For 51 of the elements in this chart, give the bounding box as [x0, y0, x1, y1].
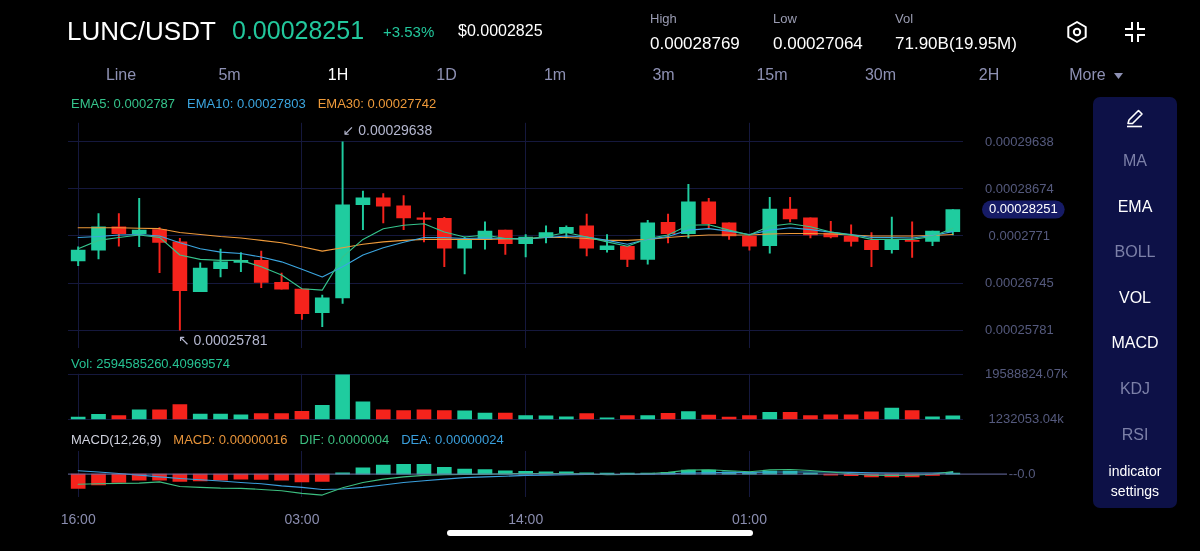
text: DEA: 0.00000024 [401, 432, 504, 447]
y-tick-label: 0.00025781 [985, 321, 1054, 337]
text: 1H [327, 66, 349, 84]
y-tick-label: 0.00029638 [985, 133, 1054, 149]
text: High [650, 11, 677, 26]
annotation: ↙ 0.00029638 [342, 121, 433, 138]
text: 2H [978, 66, 1000, 84]
text: Vol: 2594585260.40969574 [71, 356, 231, 371]
text: KDJ [1119, 379, 1151, 399]
text: RSI [1121, 424, 1149, 445]
x-tick-label: 14:00 [508, 510, 544, 527]
x-tick-label: 16:00 [60, 510, 96, 527]
y-tick-label: 19588824.07k [984, 366, 1068, 382]
chart-title: MACD(12,26,9) [71, 432, 162, 447]
text: 0.00028251 [989, 201, 1058, 217]
y-tick-label: 0.00026745 [985, 274, 1054, 290]
text: EMA30: 0.00027742 [317, 96, 437, 111]
text: EMA [1117, 196, 1153, 217]
text: $0.0002825 [458, 22, 543, 40]
text: Low [773, 11, 797, 26]
text: Vol [895, 11, 914, 26]
text: EMA10: 0.00027803 [187, 96, 306, 111]
text: MACD: 0.00000016 [173, 432, 288, 447]
text: 1m [543, 66, 567, 84]
text: 0.00027064 [773, 34, 863, 54]
y-tick-label: 1232053.04k [988, 410, 1065, 426]
text: Line [105, 66, 137, 84]
text: MACD [1111, 333, 1159, 354]
text: +3.53% [383, 23, 435, 40]
text: 0.00028251 [232, 16, 365, 45]
x-tick-label: 03:00 [284, 510, 320, 527]
text: 30m [864, 66, 897, 84]
text: BOLL [1114, 242, 1156, 263]
text: VOL [1118, 287, 1152, 308]
text: DIF: 0.0000004 [299, 432, 390, 447]
text: LUNC/USDT [67, 16, 216, 47]
x-tick-label: 01:00 [731, 510, 768, 527]
text: --0.0 [1008, 465, 1036, 481]
text: 71.90B(19.95M) [895, 34, 1017, 54]
text: 15m [756, 66, 788, 84]
text: 3m [652, 66, 675, 84]
text: MA [1123, 151, 1147, 171]
text: indicator settings [1108, 462, 1162, 502]
text: 0.00028769 [650, 34, 740, 54]
text: EMA5: 0.0002787 [71, 96, 176, 111]
annotation: ↖ 0.00025781 [177, 331, 268, 348]
text: 5m [218, 66, 241, 84]
text: More [1069, 66, 1106, 84]
y-tick-label: 0.00028674 [985, 180, 1054, 196]
text: 1D [436, 66, 457, 84]
y-tick-label: 0.0002771 [988, 227, 1051, 243]
